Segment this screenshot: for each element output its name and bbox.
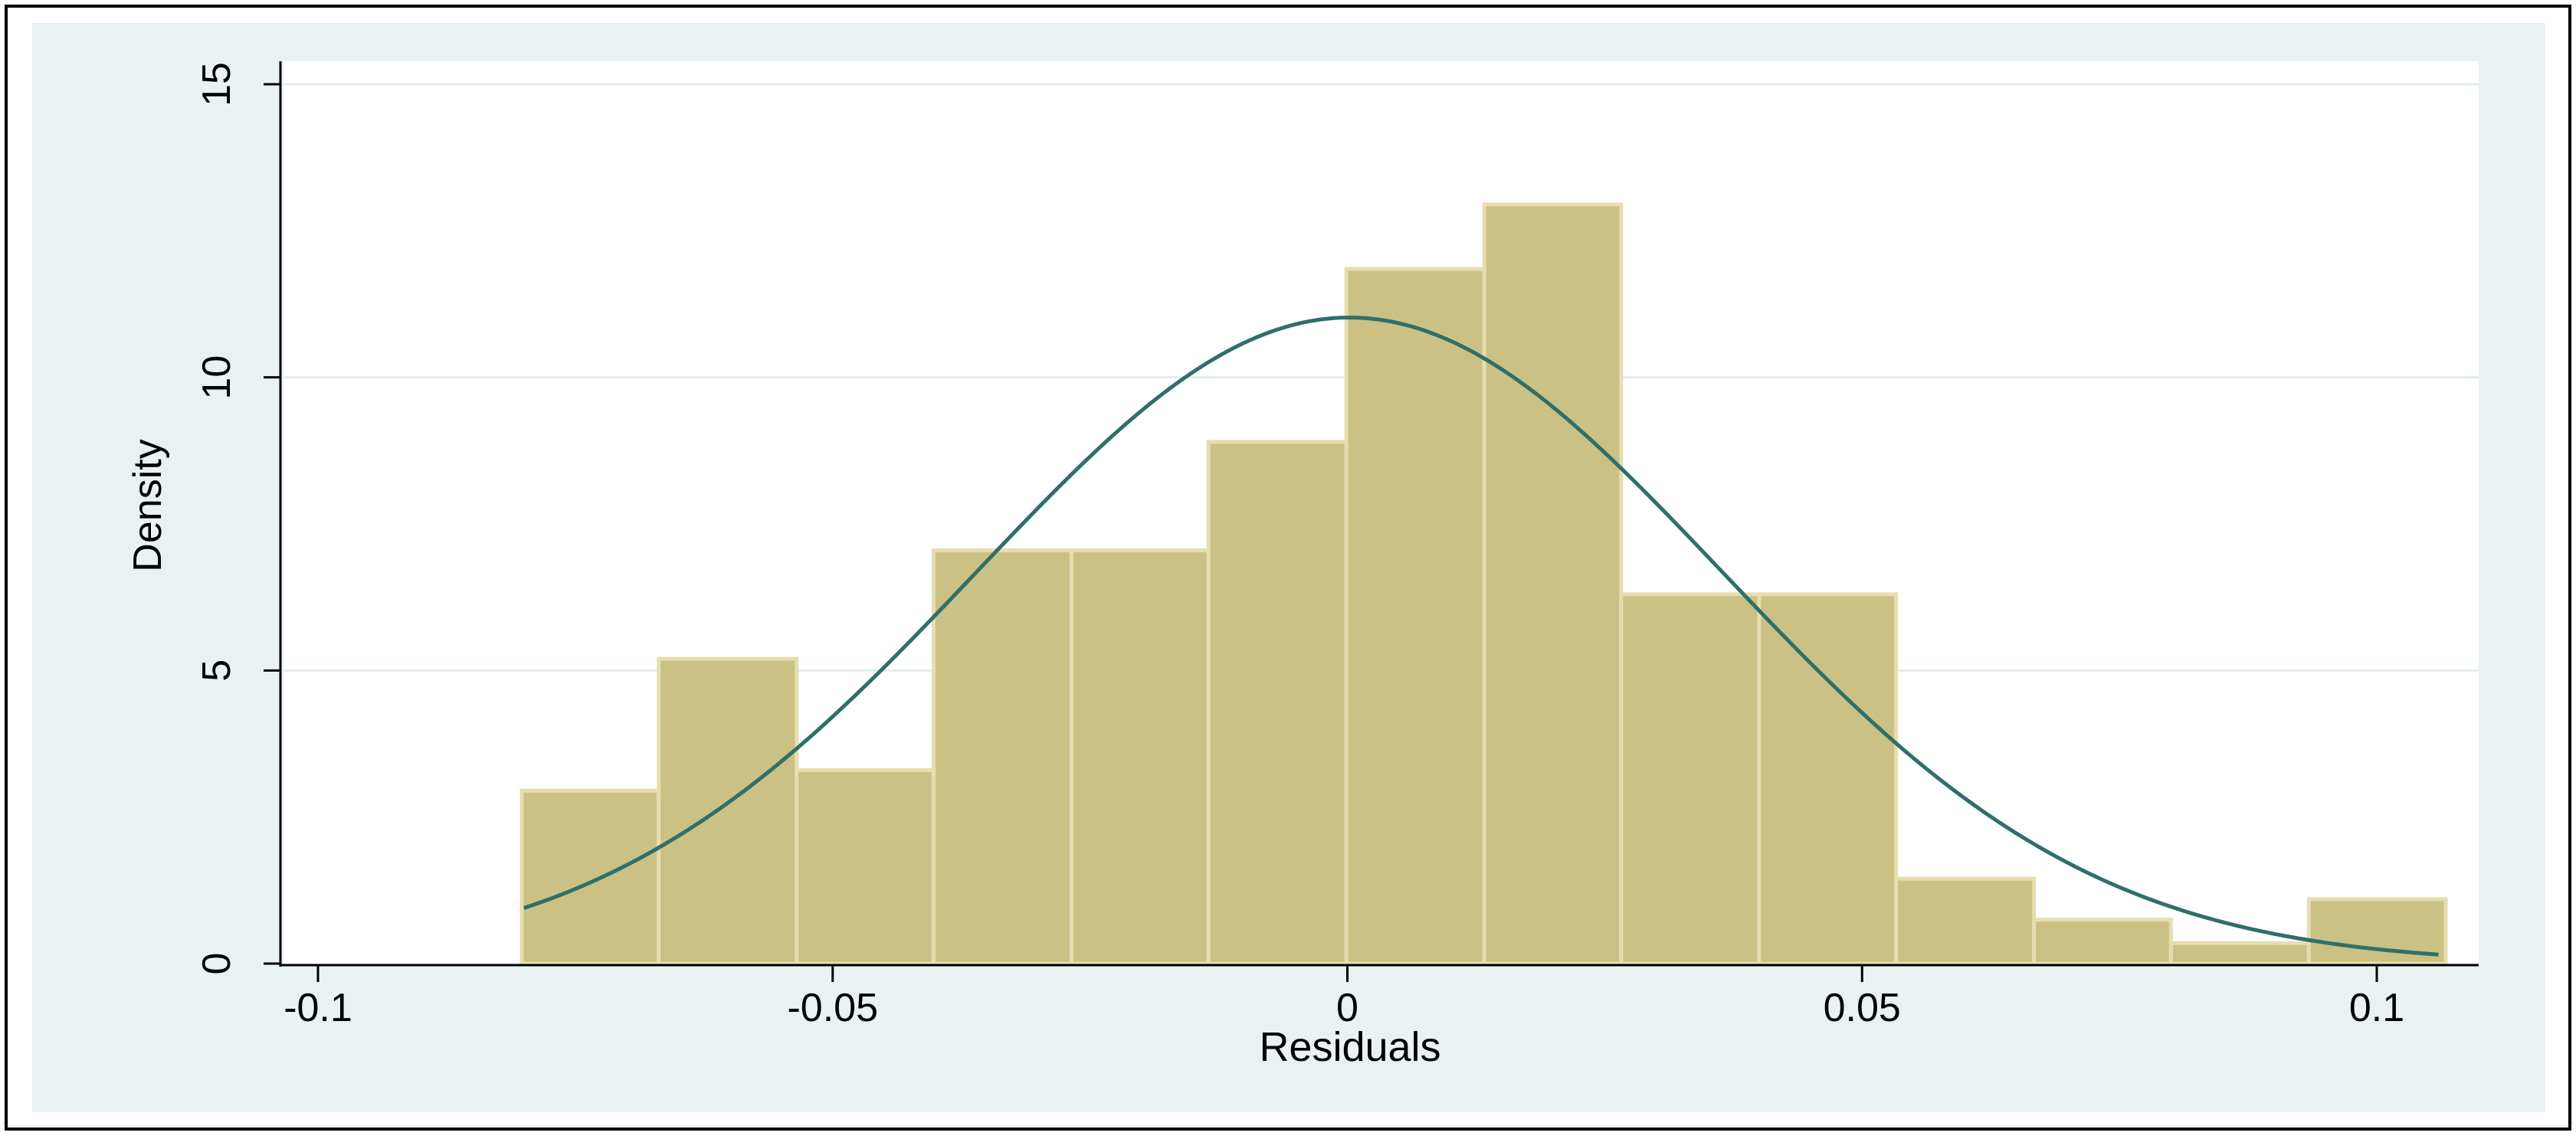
- histogram-bar: [519, 788, 661, 966]
- x-tick-label: -0.05: [787, 986, 878, 1030]
- histogram-bar: [1069, 548, 1211, 966]
- histogram-bars: [519, 202, 2448, 966]
- y-tick-label: 5: [195, 660, 239, 682]
- x-tick-label: -0.1: [283, 986, 352, 1030]
- histogram-bar: [931, 548, 1073, 966]
- histogram-bar: [2032, 918, 2173, 966]
- tick-labels: -0.1 -0.05 0 0.05 0.1 0 5 10 15: [195, 62, 2404, 1030]
- histogram-bar: [795, 768, 936, 966]
- y-tick-label: 0: [195, 953, 239, 975]
- histogram-bar: [1757, 592, 1899, 966]
- x-tick-label: 0.05: [1824, 986, 1901, 1030]
- histogram-bar: [1482, 202, 1624, 966]
- histogram-bar: [2168, 941, 2311, 966]
- x-axis-label: Residuals: [1259, 1024, 1440, 1070]
- histogram-bar: [1894, 876, 2037, 966]
- normal-density-curve: [523, 316, 2439, 957]
- y-axis-label: Density: [126, 439, 170, 571]
- histogram-bar: [1344, 267, 1486, 966]
- y-tick-label: 10: [195, 355, 239, 400]
- axes: [264, 61, 2479, 982]
- y-tick-label: 15: [195, 62, 239, 106]
- histogram-bar: [1619, 592, 1762, 966]
- x-tick-label: 0: [1336, 986, 1358, 1030]
- x-tick-label: 0.1: [2349, 986, 2404, 1030]
- normal-curve-line: [523, 316, 2439, 957]
- histogram-bar: [657, 656, 799, 966]
- histogram-bar: [1206, 440, 1349, 966]
